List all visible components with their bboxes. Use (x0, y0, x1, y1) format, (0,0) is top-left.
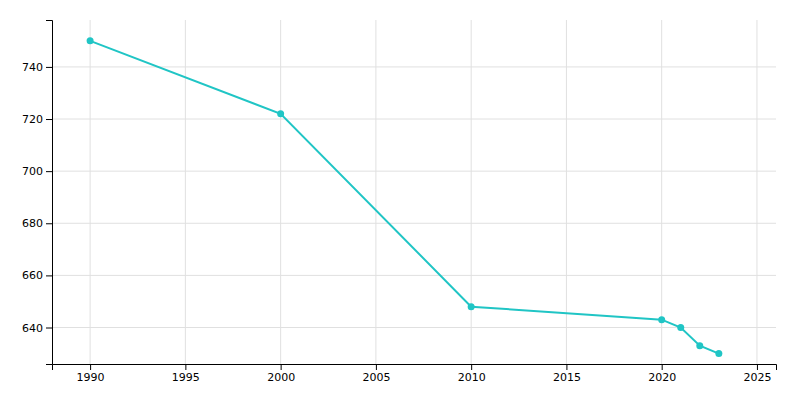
axis-line (46, 21, 53, 365)
grid-line (280, 20, 281, 364)
grid-line (375, 20, 376, 364)
grid-line (52, 223, 776, 224)
tick-label: 640 (22, 322, 43, 335)
point (658, 316, 665, 323)
tick-label: 720 (22, 113, 43, 126)
tick: 680 (22, 217, 52, 230)
x-axis: 1990 1995 2000 2005 2010 2015 2020 2025 (53, 364, 777, 384)
chart-svg: 1990 1995 2000 2005 2010 2015 2020 2025 640 660 68… (0, 0, 800, 400)
tick-mark (376, 364, 377, 370)
series (87, 37, 723, 357)
tick-mark (90, 364, 91, 370)
point (277, 110, 284, 117)
tick: 720 (22, 113, 52, 126)
y-axis: 640 660 680 700 720 740 (22, 21, 53, 365)
tick-mark (46, 328, 52, 329)
tick-label: 2020 (648, 371, 676, 384)
tick-label: 740 (22, 61, 43, 74)
tick-label: 2005 (362, 371, 390, 384)
tick: 2015 (553, 364, 581, 384)
axis-line (53, 365, 777, 371)
tick-label: 1995 (172, 371, 200, 384)
tick-mark (46, 67, 52, 68)
line (90, 41, 719, 354)
tick-mark (757, 364, 758, 370)
point (696, 342, 703, 349)
tick-mark (185, 364, 186, 370)
tick: 1990 (77, 364, 105, 384)
tick-mark (566, 364, 567, 370)
grid (52, 20, 776, 364)
tick-mark (46, 119, 52, 120)
point (715, 350, 722, 357)
grid-line (90, 20, 91, 364)
tick: 740 (22, 61, 52, 74)
point (677, 324, 684, 331)
tick-mark (281, 364, 282, 370)
grid-line (471, 20, 472, 364)
tick: 2000 (267, 364, 295, 384)
tick: 700 (22, 165, 52, 178)
grid-line (185, 20, 186, 364)
tick-label: 2015 (553, 371, 581, 384)
grid-line (52, 327, 776, 328)
tick: 2020 (648, 364, 676, 384)
chart-container: 1990 1995 2000 2005 2010 2015 2020 2025 640 660 68… (0, 0, 800, 400)
tick: 2010 (458, 364, 486, 384)
tick: 660 (22, 269, 52, 282)
tick-mark (46, 223, 52, 224)
tick-label: 2010 (458, 371, 486, 384)
tick: 640 (22, 322, 52, 335)
tick-label: 700 (22, 165, 43, 178)
tick-mark (662, 364, 663, 370)
tick-label: 2025 (743, 371, 771, 384)
point (87, 37, 94, 44)
tick-mark (46, 171, 52, 172)
tick-label: 2000 (267, 371, 295, 384)
tick: 1995 (172, 364, 200, 384)
tick-label: 660 (22, 269, 43, 282)
tick: 2005 (362, 364, 390, 384)
tick: 2025 (743, 364, 771, 384)
grid-line (52, 119, 776, 120)
plot-area: 1990 1995 2000 2005 2010 2015 2020 2025 640 660 68… (22, 20, 777, 384)
point (468, 303, 475, 310)
grid-line (661, 20, 662, 364)
tick-label: 1990 (77, 371, 105, 384)
grid-line (756, 20, 757, 364)
grid-line (52, 275, 776, 276)
tick-mark (471, 364, 472, 370)
tick-mark (46, 275, 52, 276)
tick-label: 680 (22, 217, 43, 230)
grid-line (52, 171, 776, 172)
